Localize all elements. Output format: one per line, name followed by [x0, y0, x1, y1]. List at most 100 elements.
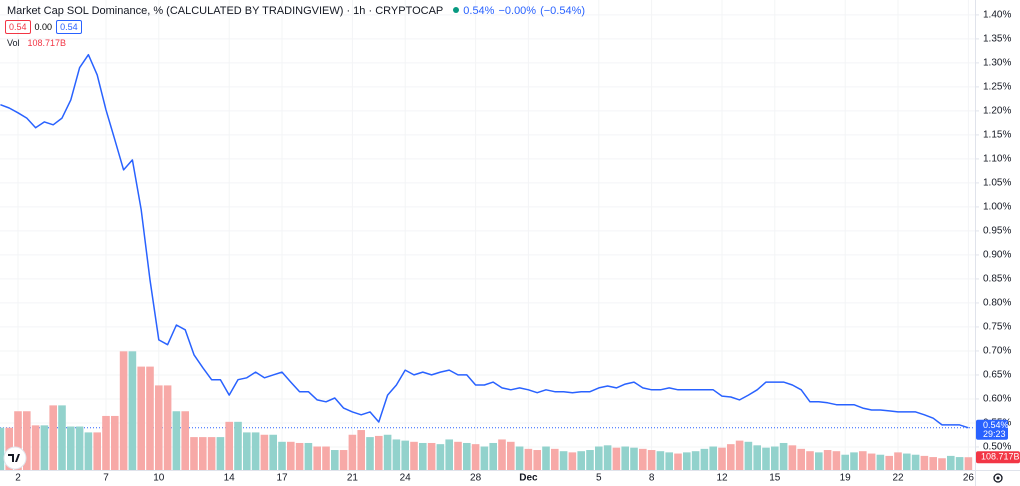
volume-bar: [788, 445, 797, 470]
x-tick-label: 19: [840, 473, 852, 484]
volume-bar: [621, 446, 629, 470]
volume-bar: [366, 437, 374, 470]
y-tick-label: 1.00%: [983, 202, 1011, 213]
volume-bar: [49, 405, 57, 470]
y-tick-label: 1.15%: [983, 130, 1011, 141]
x-tick-label: Dec: [519, 473, 538, 484]
volume-bar: [612, 447, 621, 470]
legend-value: 0.54%: [463, 5, 495, 17]
status-dot: [453, 7, 460, 13]
volume-bar: [498, 439, 506, 470]
tv-logo: [3, 446, 27, 470]
x-tick-label: 8: [649, 473, 655, 484]
volume-bar: [172, 411, 181, 470]
volume-bar: [40, 425, 49, 470]
volume-bar: [31, 425, 40, 470]
legend-change: −0.00%: [498, 5, 537, 17]
sell-button[interactable]: 0.54: [5, 20, 31, 34]
settings-icon[interactable]: [993, 473, 1003, 483]
volume-bar: [559, 451, 568, 470]
layer: [0, 0, 975, 470]
y-tick-label: 0.50%: [983, 442, 1011, 453]
x-tick-label: 5: [596, 473, 602, 484]
volume-bar: [163, 385, 172, 470]
volume-bar: [427, 442, 436, 470]
volume-bar: [735, 440, 744, 470]
volume-bar: [867, 453, 876, 470]
volume-bar: [111, 415, 119, 470]
volume-bar: [375, 435, 383, 470]
volume-bar: [894, 452, 902, 470]
volume-bar: [603, 445, 612, 470]
volume-bar: [700, 448, 709, 470]
volume-bar: [357, 430, 365, 470]
x-tick-label: 2: [15, 473, 21, 484]
y-tick-label: 1.05%: [983, 178, 1011, 189]
volume-bar: [947, 455, 955, 470]
volume-bar: [568, 452, 577, 470]
volume-bar: [348, 434, 357, 470]
x-tick-label: 17: [276, 473, 288, 484]
volume-bar: [471, 444, 480, 470]
volume-bar: [234, 421, 242, 470]
volume-bar: [806, 451, 814, 470]
volume-bar: [718, 447, 726, 470]
y-tick-label: 0.90%: [983, 250, 1011, 261]
volume-bar: [75, 426, 84, 470]
volume-bar: [454, 441, 462, 470]
volume-bar: [903, 453, 911, 470]
legend-change-pct: (−0.54%): [540, 5, 586, 17]
volume-bar: [551, 448, 559, 470]
volume-tag: [976, 451, 1020, 464]
x-tick-label: 24: [400, 473, 412, 484]
x-tick-label: 26: [963, 473, 975, 484]
legend-header: Market Cap SOL Dominance, % (CALCULATED …: [7, 5, 589, 17]
volume-bar: [304, 442, 313, 470]
volume-bar: [216, 437, 225, 470]
volume-bar: [955, 457, 964, 470]
volume-bar: [929, 457, 937, 470]
volume-bar: [507, 441, 515, 470]
volume-bar: [727, 444, 735, 470]
volume-bar: [0, 427, 5, 470]
volume-bar: [832, 451, 841, 470]
y-tick-label: 1.35%: [983, 34, 1011, 45]
volume-bar: [260, 434, 269, 470]
volume-bar: [84, 432, 93, 470]
volume-bar: [58, 405, 66, 470]
volume-bar: [753, 445, 761, 470]
legend-title: Market Cap SOL Dominance, % (CALCULATED …: [7, 5, 444, 17]
volume-bar: [14, 411, 22, 470]
volume-bar: [771, 446, 779, 470]
volume-bar: [797, 448, 805, 470]
layer: [0, 351, 973, 470]
buy-button[interactable]: 0.54: [56, 20, 82, 34]
y-tick-label: 0.85%: [983, 274, 1011, 285]
volume-bar: [251, 432, 260, 470]
volume-bar: [542, 446, 550, 470]
volume-bar: [823, 450, 832, 470]
x-tick-label: 22: [892, 473, 904, 484]
volume-bar: [463, 442, 471, 470]
volume-bar: [744, 441, 753, 470]
y-tick-label: 1.40%: [983, 10, 1011, 21]
volume-bar: [119, 351, 128, 470]
volume-bar: [190, 437, 198, 470]
volume-bar: [515, 446, 524, 470]
x-tick-label: 10: [153, 473, 165, 484]
x-tick-label: 7: [103, 473, 109, 484]
volume-tag-label: 108.717B: [981, 452, 1020, 462]
volume-bar: [410, 441, 418, 470]
volume-bar: [278, 441, 286, 470]
volume-value: 108.717B: [27, 38, 67, 48]
volume-bar: [665, 452, 673, 470]
volume-bar: [419, 442, 427, 470]
spread: 0.00: [34, 22, 53, 32]
volume-bar: [841, 454, 849, 470]
volume-bar: [850, 452, 858, 470]
volume-bar: [489, 442, 497, 470]
volume-bar: [815, 452, 823, 470]
volume-bar: [207, 437, 216, 470]
last-price-tag: [976, 419, 1008, 440]
